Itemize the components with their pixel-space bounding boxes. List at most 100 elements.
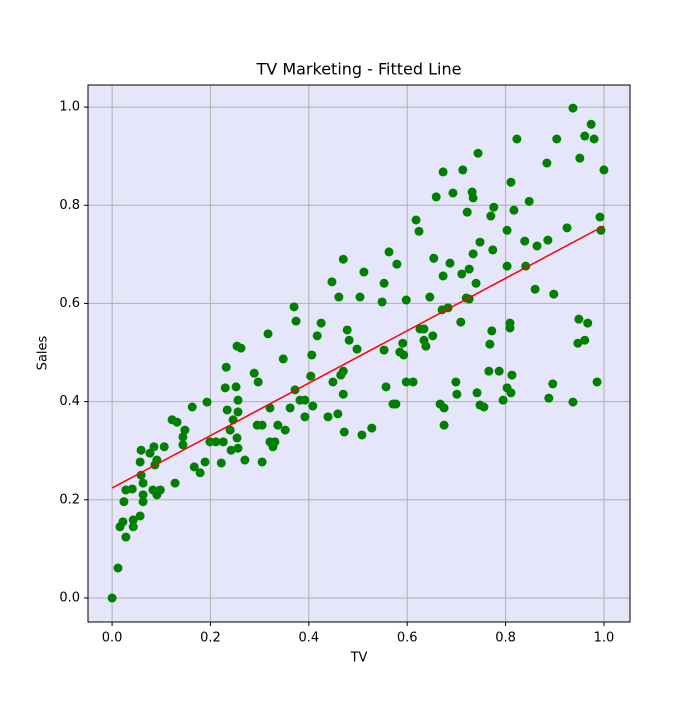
point	[589, 134, 599, 144]
point	[222, 405, 232, 415]
point	[479, 402, 489, 412]
y-tick-label: 0.8	[59, 198, 80, 213]
point	[580, 335, 590, 345]
x-tick-label: 0.8	[495, 631, 516, 646]
point	[484, 366, 494, 376]
point	[357, 430, 367, 440]
point	[543, 235, 553, 245]
point	[574, 314, 584, 324]
chart-title: TV Marketing - Fitted Line	[256, 60, 462, 79]
point	[475, 237, 485, 247]
point	[532, 241, 542, 251]
point	[359, 267, 369, 277]
point	[548, 379, 558, 389]
point	[530, 284, 540, 294]
point	[240, 455, 250, 465]
x-tick-label: 0.6	[397, 631, 418, 646]
point	[542, 158, 552, 168]
point	[113, 563, 123, 573]
point	[506, 388, 516, 398]
y-tick-label: 0.2	[59, 492, 80, 507]
point	[226, 445, 236, 455]
point	[473, 148, 483, 158]
point	[468, 193, 478, 203]
point	[220, 383, 230, 393]
point	[456, 317, 466, 327]
point	[439, 420, 449, 430]
point	[178, 440, 188, 450]
point	[592, 377, 602, 387]
point	[327, 277, 337, 287]
point	[338, 254, 348, 264]
point	[458, 165, 468, 175]
point	[233, 395, 243, 405]
x-tick-label: 1.0	[594, 631, 615, 646]
y-tick-label: 0.6	[59, 296, 80, 311]
point	[421, 341, 431, 351]
point	[119, 497, 129, 507]
point	[278, 354, 288, 364]
point	[355, 292, 365, 302]
point	[568, 397, 578, 407]
point	[257, 457, 267, 467]
point	[562, 223, 572, 233]
point	[121, 532, 131, 542]
point	[520, 236, 530, 246]
point	[338, 389, 348, 399]
point	[233, 443, 243, 453]
point	[263, 329, 273, 339]
y-tick-label: 0.0	[59, 590, 80, 605]
point	[379, 278, 389, 288]
point	[225, 425, 235, 435]
point	[583, 318, 593, 328]
point	[399, 350, 409, 360]
point	[494, 366, 504, 376]
point	[428, 331, 438, 341]
point	[489, 202, 499, 212]
point	[249, 368, 259, 378]
point	[580, 131, 590, 141]
point	[448, 188, 458, 198]
point	[138, 497, 148, 507]
point	[398, 338, 408, 348]
point	[381, 382, 391, 392]
point	[509, 205, 519, 215]
point	[135, 457, 145, 467]
point	[128, 522, 138, 532]
point	[595, 212, 605, 222]
point	[178, 432, 188, 442]
point	[128, 515, 138, 525]
point	[512, 134, 522, 144]
point	[451, 377, 461, 387]
point	[306, 371, 316, 381]
point	[472, 388, 482, 398]
point	[312, 331, 322, 341]
point	[549, 289, 559, 299]
point	[291, 316, 301, 326]
point	[414, 226, 424, 236]
point	[270, 437, 280, 447]
point	[401, 377, 411, 387]
point	[170, 478, 180, 488]
point	[344, 335, 354, 345]
point	[452, 389, 462, 399]
point	[544, 393, 554, 403]
point	[300, 412, 310, 422]
x-tick-label: 0.2	[200, 631, 221, 646]
point	[273, 420, 283, 430]
point	[419, 324, 429, 334]
point	[338, 366, 348, 376]
point	[488, 245, 498, 255]
point	[462, 207, 472, 217]
point	[507, 370, 517, 380]
point	[401, 295, 411, 305]
point	[149, 442, 159, 452]
x-tick-label: 0.0	[102, 631, 123, 646]
y-axis-label: Sales	[36, 335, 51, 370]
point	[138, 478, 148, 488]
point	[289, 302, 299, 312]
point	[352, 344, 362, 354]
point	[231, 382, 241, 392]
point	[425, 292, 435, 302]
